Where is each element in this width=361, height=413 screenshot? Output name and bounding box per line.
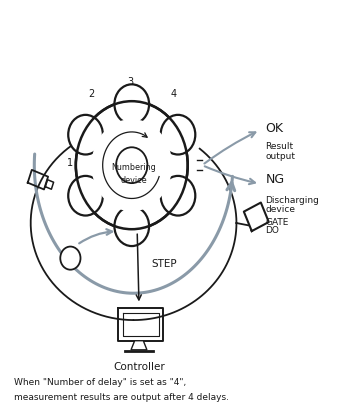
- Text: measurement results are output after 4 delays.: measurement results are output after 4 d…: [14, 393, 230, 402]
- Text: GATE: GATE: [265, 218, 289, 227]
- Text: 3: 3: [127, 77, 133, 87]
- Text: 2: 2: [88, 89, 95, 99]
- Circle shape: [161, 115, 195, 154]
- Circle shape: [60, 247, 81, 270]
- Circle shape: [68, 176, 103, 216]
- Circle shape: [68, 115, 103, 154]
- Text: 4: 4: [171, 89, 177, 99]
- Text: DO: DO: [265, 226, 279, 235]
- Circle shape: [114, 84, 149, 124]
- Polygon shape: [131, 341, 147, 350]
- Text: device: device: [120, 176, 147, 185]
- Text: Controller: Controller: [113, 362, 165, 372]
- Text: When "Number of delay" is set as "4",: When "Number of delay" is set as "4",: [14, 377, 187, 387]
- Circle shape: [76, 101, 188, 229]
- Text: OK: OK: [265, 121, 283, 135]
- Text: STEP: STEP: [152, 259, 177, 269]
- Text: Numbering: Numbering: [111, 163, 156, 172]
- Text: device: device: [265, 205, 295, 214]
- Circle shape: [91, 119, 172, 211]
- Text: output: output: [265, 152, 295, 161]
- Circle shape: [114, 206, 149, 246]
- Circle shape: [116, 147, 147, 183]
- Circle shape: [161, 176, 195, 216]
- Text: NG: NG: [265, 173, 284, 186]
- Text: Discharging: Discharging: [265, 196, 319, 205]
- Text: 1: 1: [67, 158, 73, 168]
- Text: Result: Result: [265, 142, 293, 151]
